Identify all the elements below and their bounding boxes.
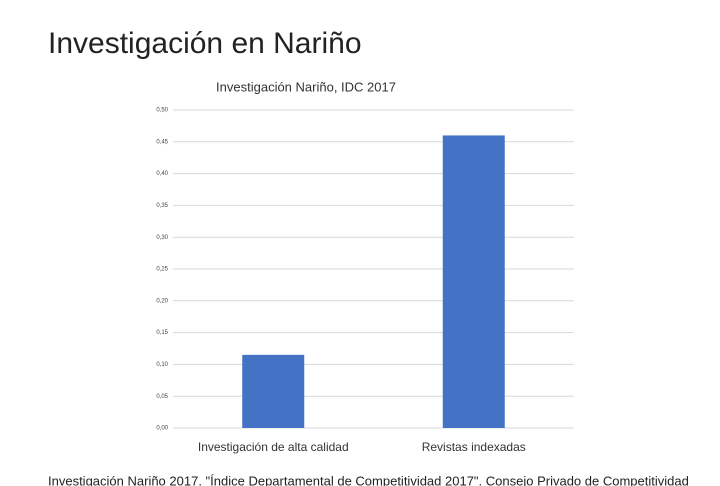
bar bbox=[242, 354, 305, 428]
y-tick-label: 0,15 bbox=[156, 330, 168, 336]
source-note: Investigación Nariño 2017. "Índice Depar… bbox=[48, 473, 689, 486]
y-tick-label: 0,45 bbox=[156, 139, 168, 145]
chart-title: Investigación Nariño, IDC 2017 bbox=[216, 79, 396, 94]
x-tick-label: Revistas indexadas bbox=[422, 440, 526, 454]
y-tick-label: 0,25 bbox=[156, 267, 168, 273]
y-tick-label: 0,35 bbox=[156, 203, 168, 209]
y-tick-label: 0,00 bbox=[156, 426, 168, 432]
y-tick-label: 0,20 bbox=[156, 298, 168, 304]
y-tick-label: 0,40 bbox=[156, 171, 168, 177]
bar bbox=[442, 135, 505, 428]
y-tick-label: 0,30 bbox=[156, 235, 168, 241]
y-tick-label: 0,05 bbox=[156, 394, 168, 400]
slide-title: Investigación en Nariño bbox=[48, 27, 362, 60]
y-tick-label: 0,10 bbox=[156, 362, 168, 368]
y-tick-label: 0,50 bbox=[156, 108, 168, 114]
x-tick-label: Investigación de alta calidad bbox=[198, 440, 349, 454]
